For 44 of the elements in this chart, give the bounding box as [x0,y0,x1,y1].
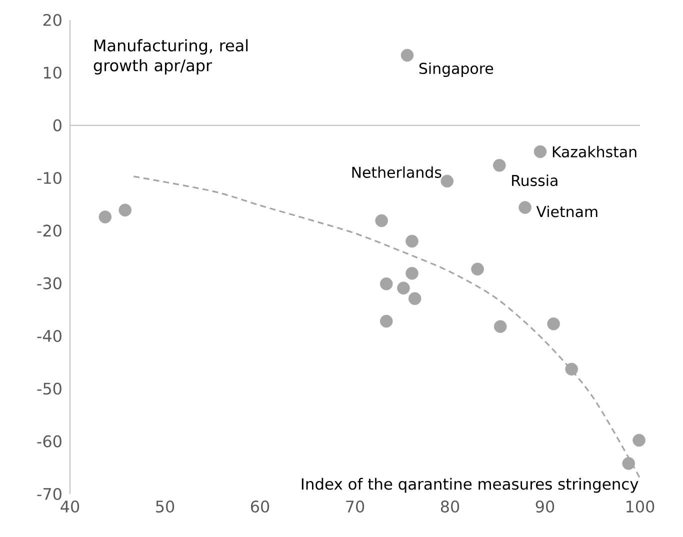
y-tick-label: -10 [37,172,62,184]
point [397,282,410,294]
y-tick-label: -70 [37,488,62,500]
y-tick-label: -40 [37,330,62,342]
annotation: Vietnam [536,206,598,218]
x-tick-label: 40 [60,500,80,513]
point [380,277,393,290]
x-tick-label: 70 [346,500,364,513]
y-tick-label: 0 [53,119,62,132]
y-tick-label: -20 [37,224,62,237]
point [547,317,560,330]
x-tick-label: 80 [440,500,460,513]
y-axis-title: Manufacturing, real growth apr/apr [94,39,248,74]
y-tick-label: -50 [37,382,62,395]
y-tick-label: -60 [37,435,62,448]
point [380,314,393,328]
point [494,320,507,333]
point [406,266,418,280]
x-axis-title: Index of the qarantine measures stringency [302,478,638,493]
point [118,204,132,217]
y-tick-label: 10 [44,66,62,79]
point [408,292,422,306]
annotation: Netherlands [352,166,442,178]
point [622,457,635,470]
x-tick-label: 50 [156,500,174,513]
annotation: Kazakhstan [552,146,636,158]
point [440,174,454,188]
point [406,234,418,248]
x-tick-label: 90 [536,500,554,513]
annotation: Singapore [419,62,494,77]
point [375,214,388,228]
point [471,262,484,276]
annotation: Russia [512,174,558,186]
point [400,48,414,62]
point [518,201,532,214]
point [565,362,578,376]
x-tick-label: 60 [250,500,270,513]
point [534,145,547,158]
y-tick-label: 20 [43,14,62,26]
point [493,158,506,172]
point [98,210,112,224]
x-tick-label: 100 [626,500,654,513]
y-tick-label: -30 [37,277,62,290]
point [632,434,646,447]
